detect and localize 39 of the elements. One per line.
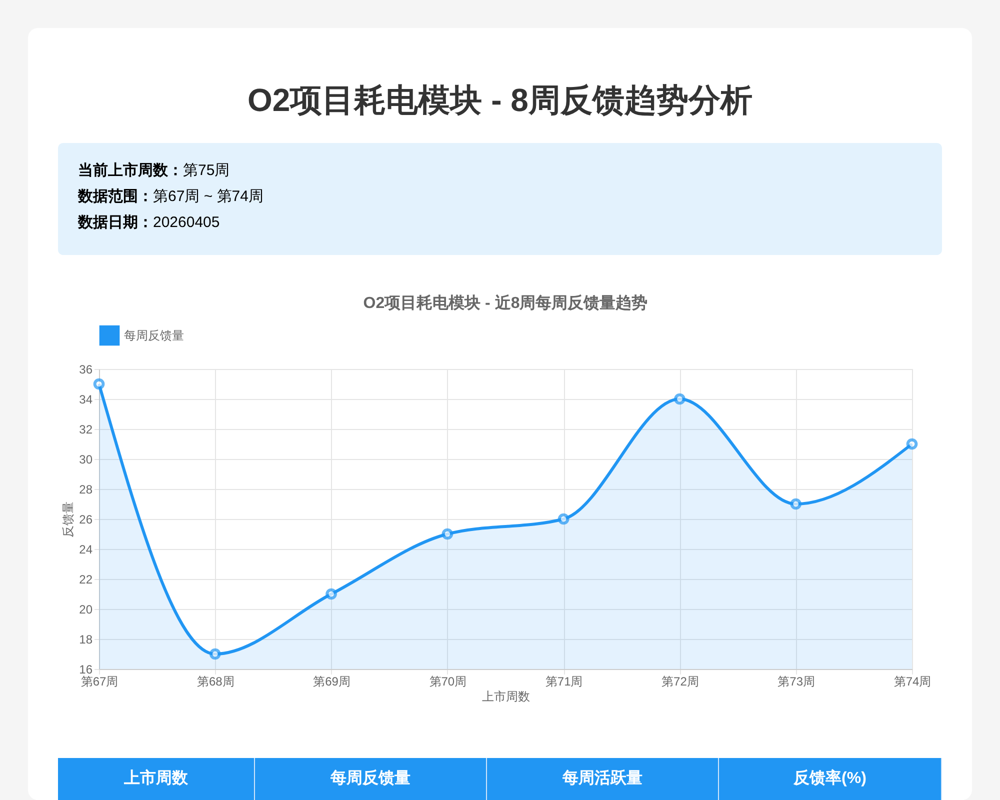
x-tick-label: 第72周 (662, 674, 699, 688)
x-tick-label: 第67周 (80, 674, 118, 688)
x-axis-title: 上市周数 (482, 690, 530, 704)
x-tick-label: 第73周 (778, 674, 816, 688)
y-tick-label: 22 (79, 572, 93, 586)
text: 数据范围：第67周 ~ 第74周 (78, 187, 264, 207)
y-axis-title: 反馈量 (61, 502, 76, 538)
y-tick-label: 26 (79, 512, 93, 526)
x-tick-label: 第70周 (429, 674, 467, 688)
y-tick-label: 32 (79, 422, 93, 436)
legend-label: 每周反馈量 (124, 328, 184, 342)
text: 上市周数 (58, 758, 255, 800)
text: 反馈率(%) (719, 758, 942, 800)
point (93, 378, 105, 390)
point (674, 393, 686, 405)
chart-title: O2项目耗电模块 - 近8周每周反馈量趋势 (363, 294, 648, 312)
point (209, 648, 221, 660)
x-tick-label: 第71周 (545, 674, 583, 688)
text: 数据日期：20260405 (78, 213, 221, 233)
point (790, 498, 802, 510)
point (442, 528, 454, 540)
y-tick-label: 18 (79, 632, 93, 646)
y-tick-label: 36 (79, 362, 93, 376)
text: O2项目耗电模块 - 8周反馈趋势分析 (246, 81, 754, 120)
x-tick-label: 第68周 (196, 674, 234, 688)
y-tick-label: 24 (79, 542, 93, 556)
text: 每周反馈量 (255, 758, 487, 800)
x-tick-label: 第69周 (313, 674, 350, 688)
point (558, 513, 570, 525)
point (906, 438, 918, 450)
text: 每周活跃量 (487, 758, 719, 800)
y-tick-label: 20 (79, 602, 93, 616)
text: 当前上市周数：第75周 (78, 161, 231, 181)
y-tick-label: 34 (79, 392, 93, 406)
x-tick-label: 第74周 (894, 674, 932, 688)
point (326, 588, 337, 600)
y-tick-label: 16 (79, 662, 93, 676)
y-tick-label: 30 (79, 452, 93, 466)
y-tick-label: 28 (79, 482, 93, 496)
